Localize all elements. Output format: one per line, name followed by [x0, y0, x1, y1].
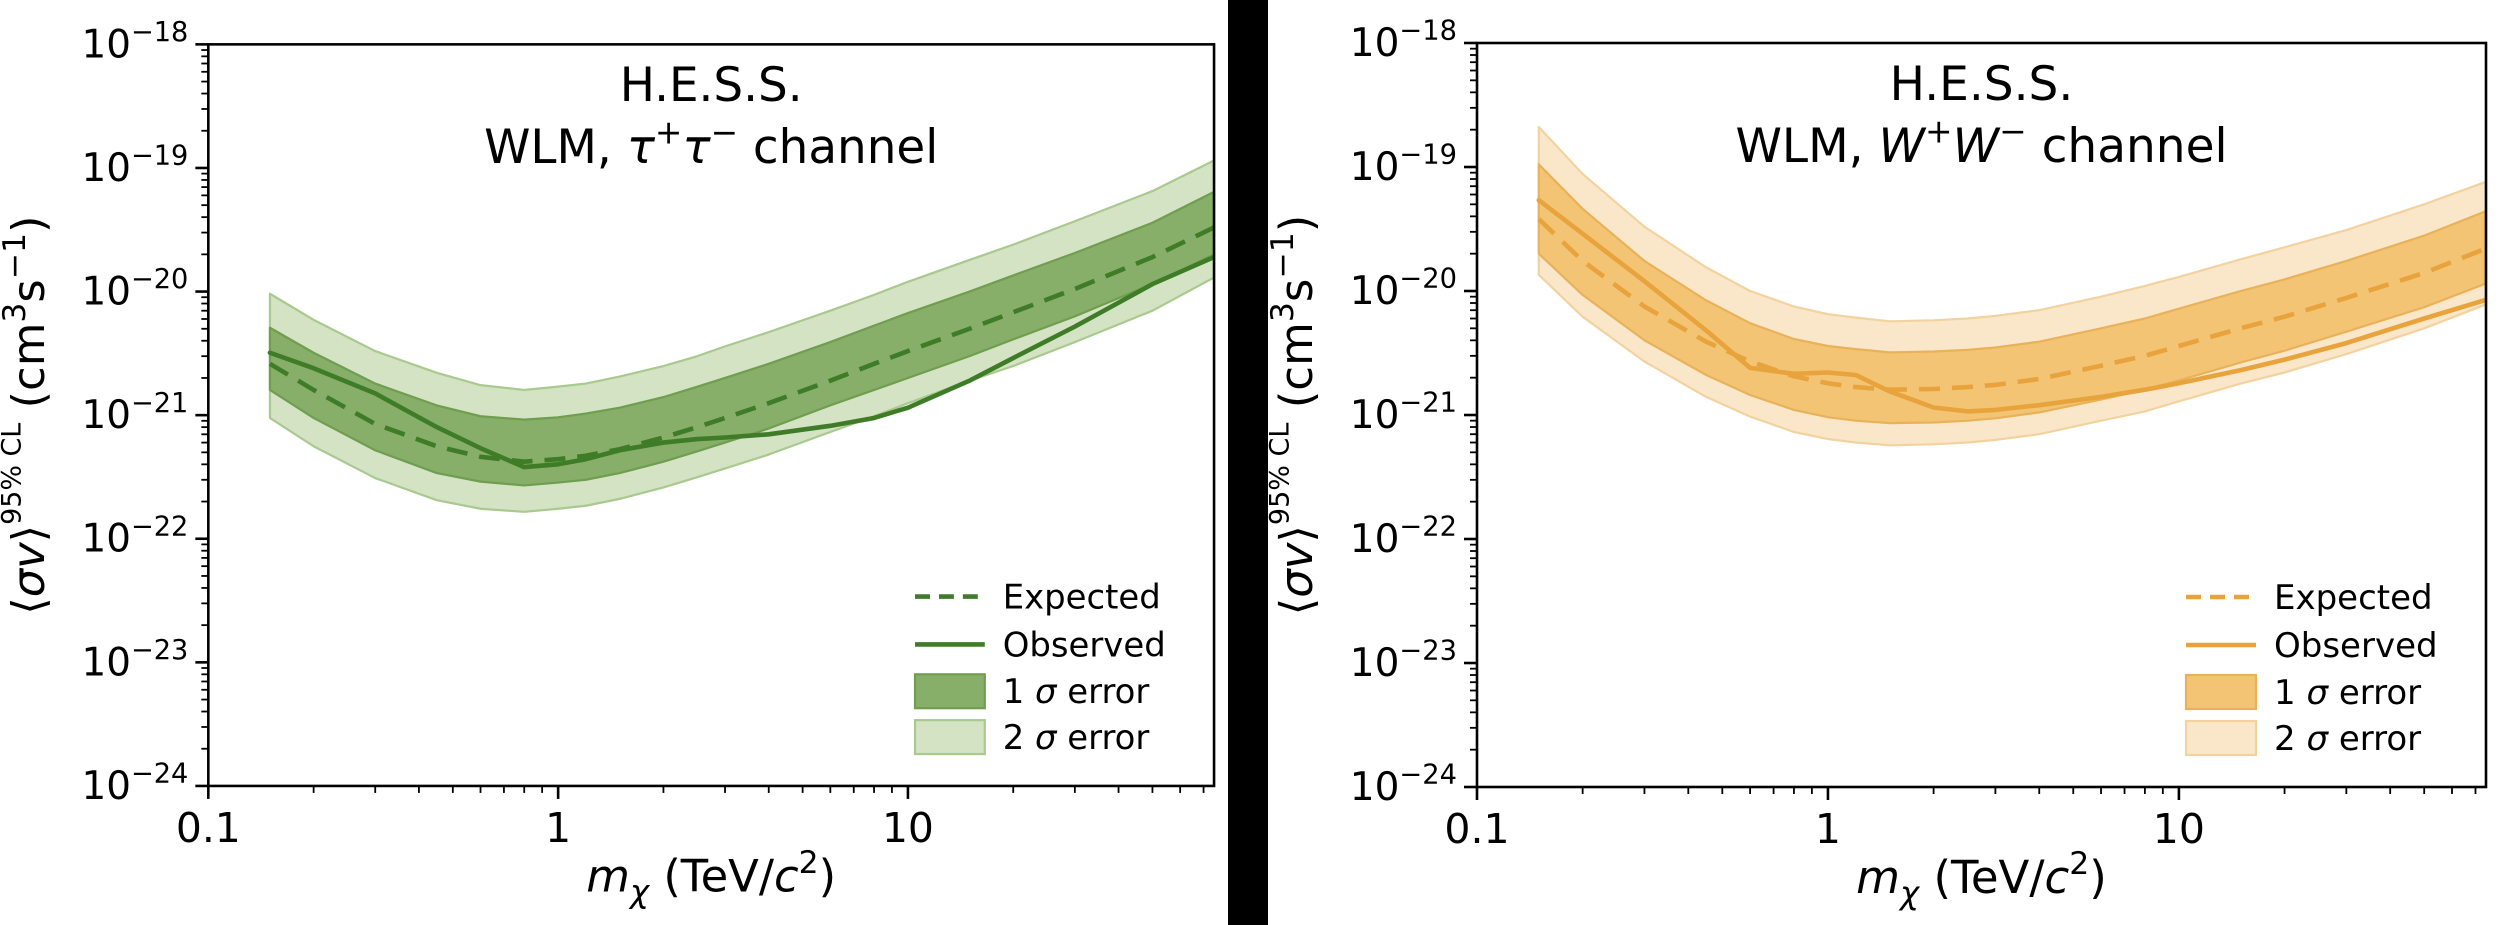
y-tick-label: 10−24 — [1350, 760, 1457, 810]
y-tick-label: 10−21 — [1350, 388, 1457, 438]
y-tick-label: 10−23 — [82, 635, 189, 685]
chart-title: H.E.S.S. — [1890, 57, 2074, 112]
chart-subtitle: WLM, W+W− channel — [1735, 111, 2227, 174]
panel-divider — [1228, 0, 1268, 925]
x-axis-label: mχ (TeV/c2) — [1856, 846, 2107, 912]
legend-label: 2 σ error — [1003, 718, 1150, 757]
1-sigma-band — [268, 190, 1215, 487]
plot-area — [267, 159, 1215, 513]
y-tick-label: 10−24 — [82, 759, 189, 809]
chart-title: H.E.S.S. — [620, 59, 803, 113]
x-tick-label: 1 — [1815, 805, 1841, 853]
x-tick-label: 1 — [545, 804, 571, 852]
legend: Expected Observed 1 σ error 2 σ error — [913, 578, 1166, 757]
legend: Expected Observed 1 σ error 2 σ error — [2184, 578, 2438, 759]
y-tick-label: 10−21 — [82, 388, 189, 438]
expected-line — [1537, 217, 2486, 392]
legend-label: 1 σ error — [1003, 672, 1150, 711]
observed-line — [267, 254, 1215, 470]
y-tick-label: 10−18 — [82, 17, 189, 67]
expected-line — [268, 225, 1215, 464]
chart-subtitle: WLM, τ+τ− channel — [484, 113, 938, 175]
y-tick-label: 10−23 — [1350, 636, 1457, 686]
y-tick-label: 10−18 — [1350, 16, 1457, 66]
legend-label: Observed — [2274, 626, 2438, 666]
x-tick-label: 0.1 — [176, 804, 241, 852]
legend-2-sigma-swatch — [913, 719, 986, 756]
x-tick-label: 10 — [882, 804, 934, 852]
y-tick-label: 10−19 — [82, 141, 189, 191]
legend-label: Observed — [1003, 625, 1166, 664]
y-tick-label: 10−22 — [82, 511, 189, 561]
plot-tau-tau-channel: 0.1 1 10 10−18 10−19 10−20 10−21 10−22 10−23 10−2… — [0, 17, 1216, 911]
y-axis-label: ⟨σv⟩95% CL (cm3s−1) — [0, 215, 55, 614]
legend-1-sigma-swatch — [2184, 673, 2258, 711]
y-tick-label: 10−22 — [1350, 512, 1457, 562]
y-tick-label: 10−19 — [1350, 140, 1457, 190]
x-axis-label: mχ (TeV/c2) — [586, 845, 836, 911]
plot-area — [1536, 125, 2486, 447]
legend-label: Expected — [1003, 578, 1161, 617]
x-tick-label: 0.1 — [1444, 805, 1509, 853]
legend-label: 1 σ error — [2274, 673, 2421, 713]
legend-2-sigma-swatch — [2184, 719, 2258, 757]
y-axis-label: ⟨σv⟩95% CL (cm3s−1) — [1268, 215, 1323, 616]
legend-label: 2 σ error — [2274, 719, 2421, 759]
legend-1-sigma-swatch — [913, 673, 986, 710]
x-tick-label: 10 — [2153, 805, 2205, 853]
plot-ww-channel: 0.1 1 10 10−18 10−19 10−20 10−21 10−22 10−23 10−2… — [1268, 16, 2488, 912]
legend-label: Expected — [2274, 578, 2433, 618]
y-tick-label: 10−20 — [1350, 264, 1457, 314]
observed-line — [1536, 197, 2486, 414]
y-tick-label: 10−20 — [82, 264, 189, 314]
1-sigma-band — [1537, 163, 2486, 425]
